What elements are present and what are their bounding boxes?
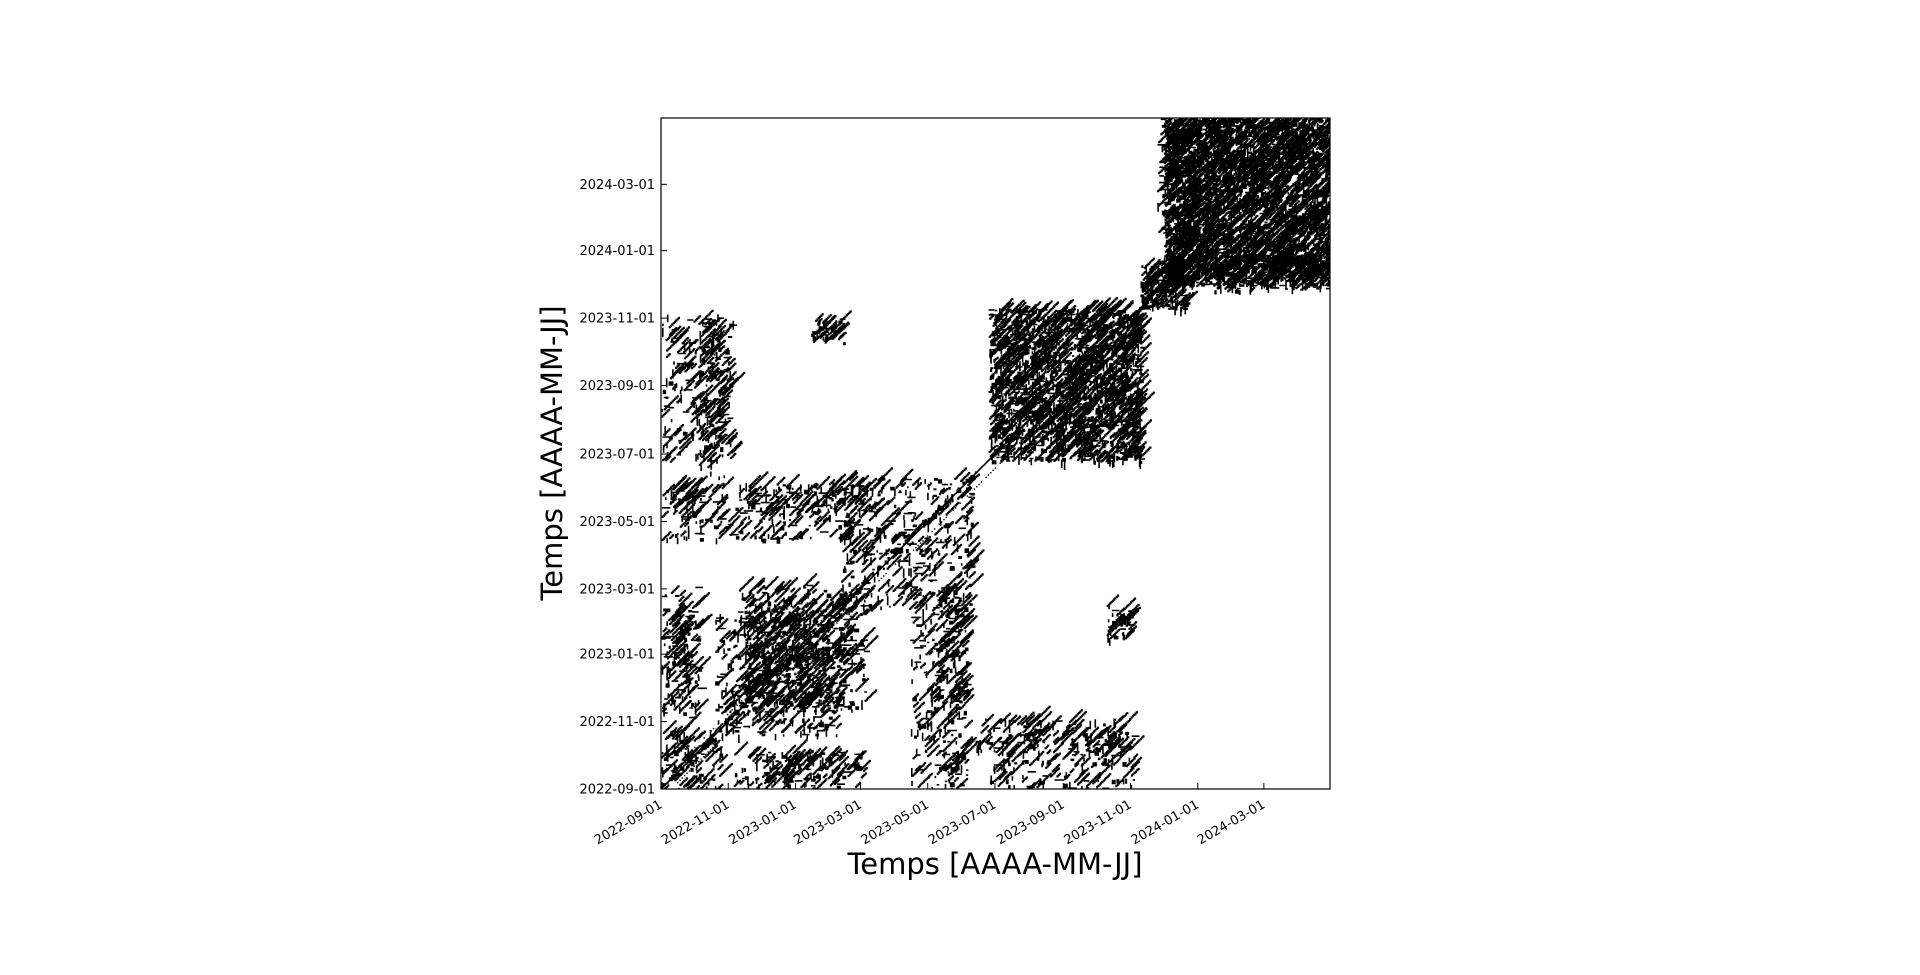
- y-tick-label: 2022-11-01: [579, 715, 655, 730]
- y-axis-ticks: 2022-09-01 2022-11-01 2023-01-01 2023-03-01…: [579, 178, 667, 798]
- y-tick-label: 2023-01-01: [579, 648, 655, 663]
- y-tick-label: 2023-09-01: [579, 379, 655, 394]
- y-axis-label: Temps [AAAA-MM-JJ]: [535, 305, 569, 601]
- y-tick-label: 2023-07-01: [579, 448, 655, 463]
- y-tick-label: 2023-03-01: [579, 582, 655, 597]
- y-tick-label: 2023-05-01: [579, 515, 655, 530]
- main-diagonal-line: [661, 118, 1330, 789]
- y-tick-label: 2023-11-01: [579, 312, 655, 327]
- plot-frame: [660, 117, 1331, 790]
- y-tick-label: 2024-01-01: [579, 244, 655, 259]
- x-axis-label: Temps [AAAA-MM-JJ]: [846, 847, 1142, 881]
- main-diagonal: [661, 118, 1330, 789]
- y-tick-label: 2022-09-01: [579, 783, 655, 798]
- y-tick-label: 2024-03-01: [579, 178, 655, 193]
